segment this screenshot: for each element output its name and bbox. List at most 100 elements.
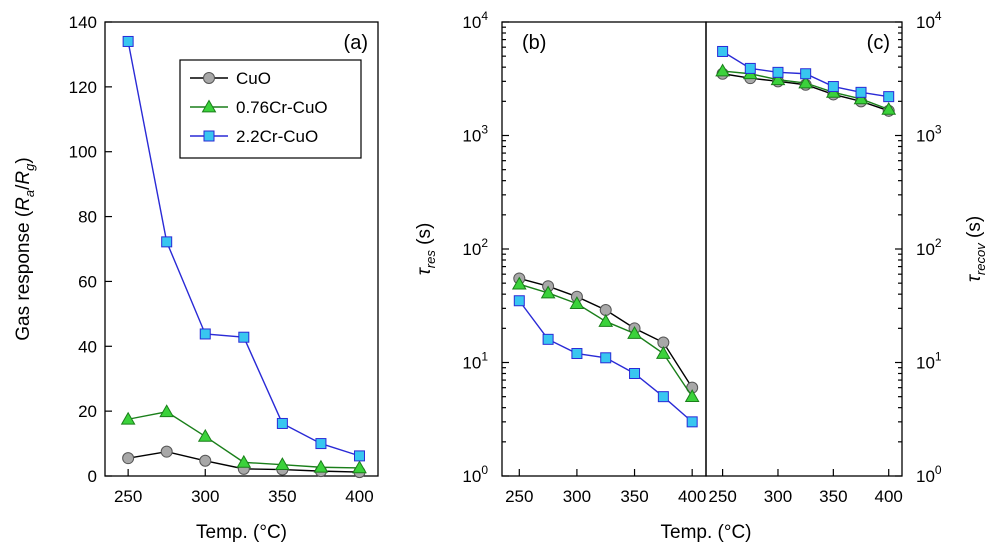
panel-a-data-point (122, 452, 135, 465)
panel-b-xtick-label: 350 (620, 487, 648, 506)
panel-b-ylabel-unit: (s) (414, 223, 435, 250)
panel-b-data-point (542, 333, 554, 345)
panel-b-series-2 (511, 276, 700, 403)
panel-b-ylabel: τres (s) (414, 223, 438, 276)
legend: CuO 0.76Cr-CuO 2.2Cr-CuO (179, 59, 362, 159)
panel-a-xtick-label: 400 (345, 487, 373, 506)
panel-c-xtick-label: 350 (819, 487, 847, 506)
panel-a-data-point (159, 404, 175, 418)
panel-b-data-point (629, 367, 641, 379)
panel-b-ytick-label: 102 (462, 236, 488, 259)
panel-a-xtick-label: 250 (114, 487, 142, 506)
panel-c-xtick-label: 400 (875, 487, 903, 506)
legend-marker (203, 130, 215, 142)
panel-c-ylabel-tau: τ (964, 273, 985, 282)
panel-b-data-point (598, 313, 614, 327)
panel-c-frame (705, 21, 903, 477)
panel-b-data-point (600, 352, 612, 364)
panel-c-ytick-label: 104 (916, 9, 942, 32)
panel-c-ytick-exp: 1 (935, 350, 942, 364)
panel-c-data-point (798, 75, 814, 89)
legend-label: 0.76Cr-CuO (236, 98, 328, 117)
panel-a-data-point (199, 454, 212, 467)
panel-b-data-point (684, 389, 700, 403)
panel-a-ylabel-r: R (13, 171, 34, 185)
panel-a-ylabel-slash: / (13, 184, 34, 190)
panel-c-data-point (881, 101, 897, 115)
panel-c-data-point (855, 86, 867, 98)
shared-x-axis-title: Temp. (°C) (661, 522, 752, 543)
panel-c-xtick-label: 300 (764, 487, 792, 506)
panel-b-ytick-exp: 3 (481, 123, 488, 137)
panel-a-frame (104, 21, 379, 477)
panel-a-data-point (199, 328, 211, 340)
panel-c-ylabel-unit: (s) (964, 216, 985, 243)
panel-a-label: (a) (344, 32, 368, 54)
panel-b-ytick-label: 100 (462, 463, 488, 486)
legend-marker (203, 72, 215, 84)
panel-c-ytick-base: 10 (916, 240, 935, 259)
panel-c-ytick-base: 10 (916, 467, 935, 486)
panel-a-data-point (238, 331, 250, 343)
panel-a-ytick-label: 80 (78, 208, 97, 227)
panel-c-data-point (800, 68, 812, 80)
panel-c-ylabel: τrecov (s) (964, 216, 988, 282)
panel-b-xtick-label: 400 (678, 487, 706, 506)
panel-b-xtick-label: 250 (505, 487, 533, 506)
panel-a-series-2 (120, 404, 367, 474)
panel-a-data-point (353, 450, 365, 462)
panel-b-data-point (569, 296, 585, 310)
panel-b-ytick-base: 10 (462, 13, 481, 32)
panel-c-ytick-label: 100 (916, 463, 942, 486)
panel-b-label: (b) (522, 32, 546, 54)
panel-a-gas-response: 0 20 40 60 80 100 120 140 250 300 350 400 (a) Temp. (… (13, 13, 379, 543)
panel-a-ytick-label: 20 (78, 402, 97, 421)
panel-c-series-3 (717, 45, 895, 103)
panel-c-data-point (744, 62, 756, 74)
panel-c-ytick-exp: 4 (935, 9, 942, 23)
panel-c-ytick-base: 10 (916, 13, 935, 32)
panel-a-ytick-label: 40 (78, 337, 97, 356)
panel-b-ytick-base: 10 (462, 240, 481, 259)
panel-a-ylabel-r: R (13, 197, 34, 211)
panel-c-ytick-exp: 2 (935, 236, 942, 250)
panel-c-data-point (717, 45, 729, 57)
panel-a-data-point (236, 454, 252, 468)
panel-b-ytick-label: 101 (462, 350, 488, 373)
panel-a-ylabel-text: Gas response ( (13, 210, 34, 341)
panel-b-ytick-exp: 2 (481, 236, 488, 250)
panel-a-ytick-label: 60 (78, 272, 97, 291)
panel-c-ytick-base: 10 (916, 354, 935, 373)
panel-a-ytick-label: 0 (88, 467, 97, 486)
panel-b-data-point (657, 391, 669, 403)
panel-a-data-point (161, 236, 173, 248)
panel-a-ytick-label: 100 (69, 143, 97, 162)
panel-a-data-point (275, 457, 290, 471)
panel-b-data-point (571, 348, 583, 360)
panel-b-ytick-base: 10 (462, 127, 481, 146)
panel-c-ylabel-sub: recov (973, 242, 988, 275)
panel-a-ylabel-close: ) (13, 157, 34, 163)
panel-b-data-point (540, 285, 556, 299)
panel-a-data-point (276, 417, 288, 429)
panel-b-ytick-exp: 0 (481, 463, 488, 477)
panel-b-data-point (686, 416, 698, 428)
panel-b-data-point (513, 295, 525, 307)
legend-label: 2.2Cr-CuO (236, 127, 318, 146)
panel-a-ylabel-sub-a: a (22, 190, 37, 197)
panel-b-data-point (655, 346, 671, 359)
panel-c-data-point (827, 81, 839, 93)
panel-a-data-point (122, 35, 134, 47)
panel-a-xtick-label: 350 (268, 487, 296, 506)
panel-c-ytick-label: 103 (916, 123, 942, 146)
panel-c-ytick-label: 102 (916, 236, 942, 259)
panel-b-data-point (627, 326, 642, 339)
legend-marker (201, 99, 217, 113)
panel-c-data-point (883, 91, 895, 103)
panel-a-data-point (313, 459, 329, 473)
panel-c-data-point (770, 72, 786, 86)
legend-label: CuO (236, 69, 271, 88)
panel-b-data-point (511, 276, 527, 290)
